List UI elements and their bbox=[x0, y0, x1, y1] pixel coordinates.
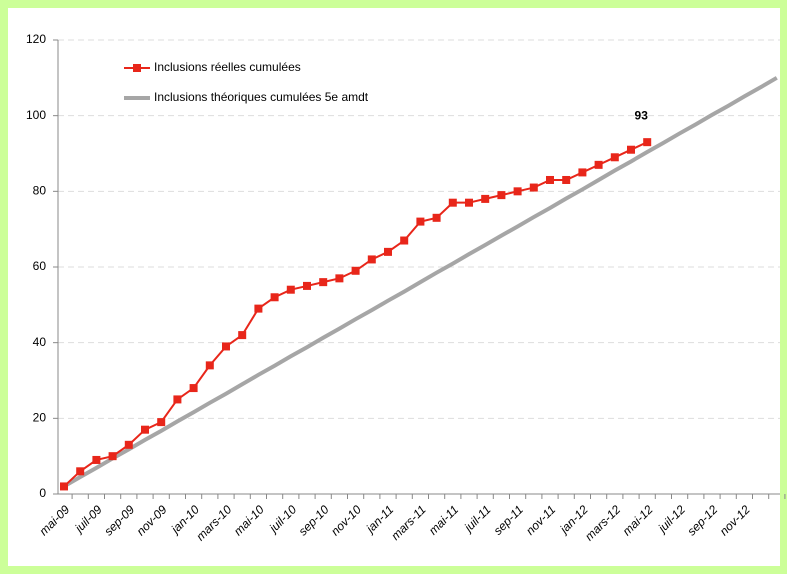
y-tick-label: 120 bbox=[26, 32, 46, 46]
legend-label: Inclusions théoriques cumulées 5e amdt bbox=[154, 90, 369, 104]
marker bbox=[351, 266, 360, 275]
marker bbox=[141, 425, 149, 434]
marker bbox=[384, 247, 392, 256]
marker bbox=[448, 198, 457, 207]
marker bbox=[173, 395, 182, 404]
marker bbox=[303, 281, 311, 290]
marker bbox=[335, 274, 344, 283]
marker bbox=[238, 331, 247, 340]
marker bbox=[319, 278, 328, 287]
marker bbox=[400, 236, 409, 245]
y-tick-label: 40 bbox=[33, 335, 47, 349]
marker bbox=[594, 160, 603, 169]
y-tick-label: 20 bbox=[33, 411, 47, 425]
marker bbox=[205, 361, 214, 370]
marker bbox=[497, 191, 506, 200]
marker bbox=[546, 175, 554, 184]
marker bbox=[92, 455, 101, 464]
marker bbox=[124, 440, 133, 449]
marker bbox=[562, 175, 571, 184]
marker bbox=[367, 255, 376, 264]
legend-marker bbox=[133, 64, 141, 72]
y-tick-label: 100 bbox=[26, 108, 46, 122]
series-line bbox=[62, 76, 778, 489]
marker bbox=[157, 418, 166, 427]
marker bbox=[627, 145, 635, 154]
annotation: 93 bbox=[635, 108, 649, 122]
marker bbox=[578, 168, 587, 177]
marker bbox=[529, 183, 538, 192]
plot-background bbox=[8, 8, 780, 566]
marker bbox=[432, 213, 441, 222]
marker bbox=[286, 285, 295, 294]
marker bbox=[416, 217, 425, 226]
marker bbox=[189, 384, 198, 393]
marker bbox=[270, 293, 279, 302]
marker bbox=[60, 482, 68, 491]
marker bbox=[222, 342, 230, 351]
marker bbox=[465, 198, 473, 207]
marker bbox=[108, 452, 117, 461]
marker bbox=[513, 187, 522, 196]
marker bbox=[481, 194, 490, 203]
marker bbox=[76, 467, 85, 476]
y-tick-label: 60 bbox=[33, 259, 47, 273]
legend-label: Inclusions réelles cumulées bbox=[154, 60, 301, 74]
marker bbox=[610, 153, 619, 162]
y-tick-label: 80 bbox=[33, 184, 47, 198]
y-tick-label: 0 bbox=[39, 486, 46, 500]
marker bbox=[643, 138, 652, 147]
marker bbox=[254, 304, 263, 313]
